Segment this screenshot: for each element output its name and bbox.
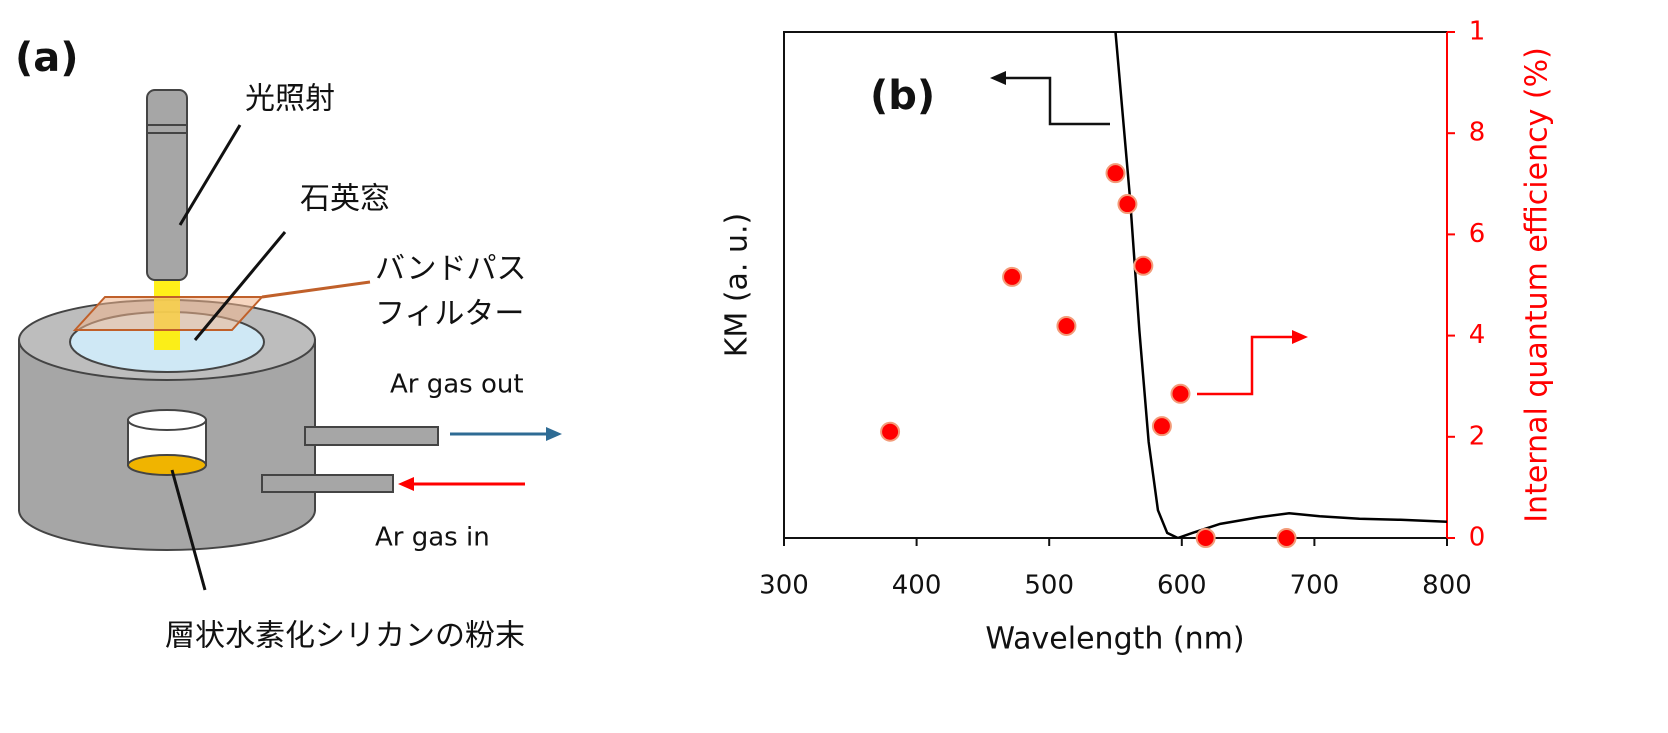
x-tick-label: 300 [759, 571, 809, 601]
data-point [1105, 163, 1126, 184]
label: フィルター [375, 297, 524, 332]
y-axis-label: KM (a. u.) [720, 213, 755, 358]
leader-line [178, 124, 242, 226]
tube-in [261, 474, 394, 493]
axis-indicator-arrow [1197, 335, 1293, 396]
lamp [146, 89, 188, 281]
data-point [880, 421, 901, 442]
leader-line [261, 280, 371, 299]
arrow-head [990, 71, 1006, 85]
data-point [1195, 528, 1216, 548]
label: バンドパス [375, 252, 527, 287]
apparatus [18, 89, 562, 591]
x-axis-label: Wavelength (nm) [985, 622, 1244, 657]
arrow-head [1292, 330, 1308, 344]
y2-tick-label: 6 [1469, 219, 1486, 249]
x-tick-label: 800 [1422, 571, 1472, 601]
x-tick-label: 700 [1290, 571, 1340, 601]
data-point [1276, 528, 1297, 548]
axis-indicator-arrow [1005, 76, 1110, 126]
y2-tick-label: 2 [1469, 421, 1486, 451]
x-tick-label: 500 [1024, 571, 1074, 601]
arrow-head [398, 477, 414, 491]
tube-out [304, 426, 439, 446]
powder [127, 454, 207, 476]
y2-tick-label: 4 [1469, 320, 1486, 350]
panel-label: (a) [15, 35, 79, 81]
label: Ar gas out [390, 370, 524, 400]
y2-tick-label: 1 [1469, 17, 1486, 47]
data-point [1170, 383, 1191, 404]
data-point [1117, 194, 1138, 215]
data-point [1133, 255, 1154, 276]
x-tick-label: 400 [892, 571, 942, 601]
y2-tick-label: 0 [1469, 523, 1486, 553]
label: Ar gas in [375, 523, 490, 553]
bandpass-filter [72, 296, 265, 331]
data-point [1151, 416, 1172, 437]
panel-label: (b) [870, 73, 935, 119]
y2-tick-label: 8 [1469, 118, 1486, 148]
x-tick-label: 600 [1157, 571, 1207, 601]
label: 層状水素化シリカンの粉末 [165, 619, 525, 654]
data-point [1002, 266, 1023, 287]
y2-axis-label: Internal quantum efficiency (%) [1520, 47, 1555, 523]
leader-line [170, 469, 207, 591]
label: 石英窓 [300, 182, 390, 217]
cup-rim [127, 409, 207, 431]
leader-line [193, 231, 287, 341]
arrow-head [546, 427, 562, 441]
label: 光照射 [245, 82, 335, 117]
km-curve [1114, 32, 1447, 538]
data-point [1056, 315, 1077, 336]
